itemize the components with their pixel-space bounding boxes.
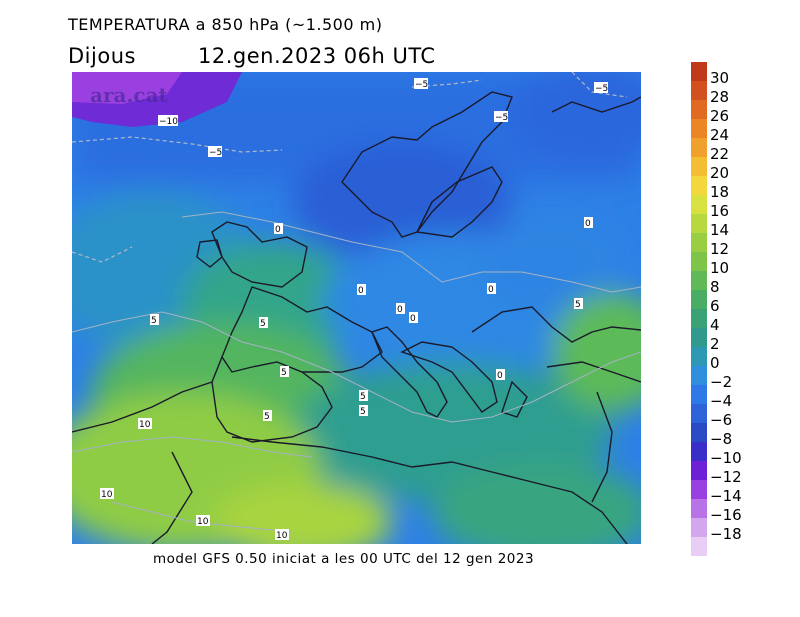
map-canvas: −5 −5 −5 −10 −5 0 0 0 0 0 0 0 5 5 5 5 5 … (72, 72, 641, 544)
legend-label: 26 (710, 107, 730, 125)
contour-label: 5 (260, 319, 266, 329)
color-legend (691, 62, 707, 556)
legend-swatch (691, 176, 707, 195)
legend-label: −16 (710, 506, 742, 524)
legend-labels: 30 28 26 24 22 20 18 16 14 12 10 8 6 4 2 0 −2 −4 −6 −8 −10 −1… (710, 69, 742, 544)
legend-swatch (691, 480, 707, 499)
legend-label: −2 (710, 373, 733, 391)
legend-swatch (691, 233, 707, 252)
legend-label: 2 (710, 335, 720, 353)
legend-swatch (691, 138, 707, 157)
legend-swatch (691, 309, 707, 328)
model-footer: model GFS 0.50 iniciat a les 00 UTC del … (153, 551, 535, 567)
temperature-map: −5 −5 −5 −10 −5 0 0 0 0 0 0 0 5 5 5 5 5 … (72, 72, 641, 544)
legend-label: 14 (710, 221, 730, 239)
contour-label: 0 (397, 305, 403, 315)
contour-label: 10 (197, 517, 209, 527)
watermark-logo: ara.cat (90, 83, 169, 107)
legend-swatch (691, 214, 707, 233)
legend-swatch (691, 499, 707, 518)
legend-label: 30 (710, 69, 730, 87)
contour-label: 0 (410, 314, 416, 324)
legend-swatch (691, 537, 707, 556)
legend-label: −12 (710, 468, 742, 486)
legend-label: 0 (710, 354, 720, 372)
contour-label: −5 (415, 80, 428, 90)
legend-label: −4 (710, 392, 733, 410)
legend-label: 12 (710, 240, 730, 258)
legend-swatch (691, 404, 707, 423)
legend-label: −6 (710, 411, 733, 429)
legend-label: 6 (710, 297, 720, 315)
datetime-label: 12.gen.2023 06h UTC (198, 44, 436, 68)
legend-swatch (691, 290, 707, 309)
contour-label: 10 (139, 420, 151, 430)
contour-label: 5 (575, 300, 581, 310)
legend-label: 24 (710, 126, 730, 144)
contour-label: 0 (585, 219, 591, 229)
legend-label: −14 (710, 487, 742, 505)
contour-label: 0 (275, 225, 281, 235)
contour-label: 0 (497, 371, 503, 381)
legend-swatch (691, 461, 707, 480)
legend-swatch (691, 62, 707, 81)
contour-label: −10 (159, 117, 178, 127)
chart-subtitle: Dijous 12.gen.2023 06h UTC (68, 44, 436, 68)
chart-title: TEMPERATURA a 850 hPa (~1.500 m) (68, 15, 383, 34)
legend-swatch (691, 442, 707, 461)
coastlines (72, 91, 641, 544)
contour-label-group: −5 −5 −5 −10 −5 0 0 0 0 0 0 0 5 5 5 5 5 … (100, 78, 608, 541)
legend-label: 22 (710, 145, 730, 163)
legend-label: 20 (710, 164, 730, 182)
legend-swatch (691, 252, 707, 271)
legend-label: 18 (710, 183, 730, 201)
legend-swatch (691, 366, 707, 385)
legend-label: 8 (710, 278, 720, 296)
legend-swatch (691, 423, 707, 442)
legend-swatch (691, 119, 707, 138)
contour-label: 5 (264, 412, 270, 422)
contour-label: 5 (360, 407, 366, 417)
legend-label: −18 (710, 525, 742, 543)
legend-swatch (691, 385, 707, 404)
day-label: Dijous (68, 44, 136, 68)
legend-label: 10 (710, 259, 730, 277)
legend-swatch (691, 81, 707, 100)
legend-label: 4 (710, 316, 720, 334)
legend-swatch (691, 328, 707, 347)
contour-label: 0 (488, 285, 494, 295)
contour-label: 10 (101, 490, 113, 500)
contour-label: 5 (281, 368, 287, 378)
legend-swatch (691, 195, 707, 214)
legend-label: 28 (710, 88, 730, 106)
contour-label: −5 (595, 84, 608, 94)
contour-label: −5 (495, 113, 508, 123)
contour-label: 10 (276, 531, 288, 541)
legend-label: −10 (710, 449, 742, 467)
legend-swatch (691, 157, 707, 176)
legend-label: 16 (710, 202, 730, 220)
legend-swatch (691, 518, 707, 537)
legend-label: −8 (710, 430, 733, 448)
contour-label: −5 (209, 148, 222, 158)
contour-label: 0 (358, 286, 364, 296)
legend-swatch (691, 271, 707, 290)
contour-label: 5 (360, 392, 366, 402)
contour-lines (72, 72, 628, 263)
legend-swatch (691, 100, 707, 119)
legend-swatch (691, 347, 707, 366)
contour-label: 5 (151, 316, 157, 326)
temperature-field (72, 72, 641, 544)
